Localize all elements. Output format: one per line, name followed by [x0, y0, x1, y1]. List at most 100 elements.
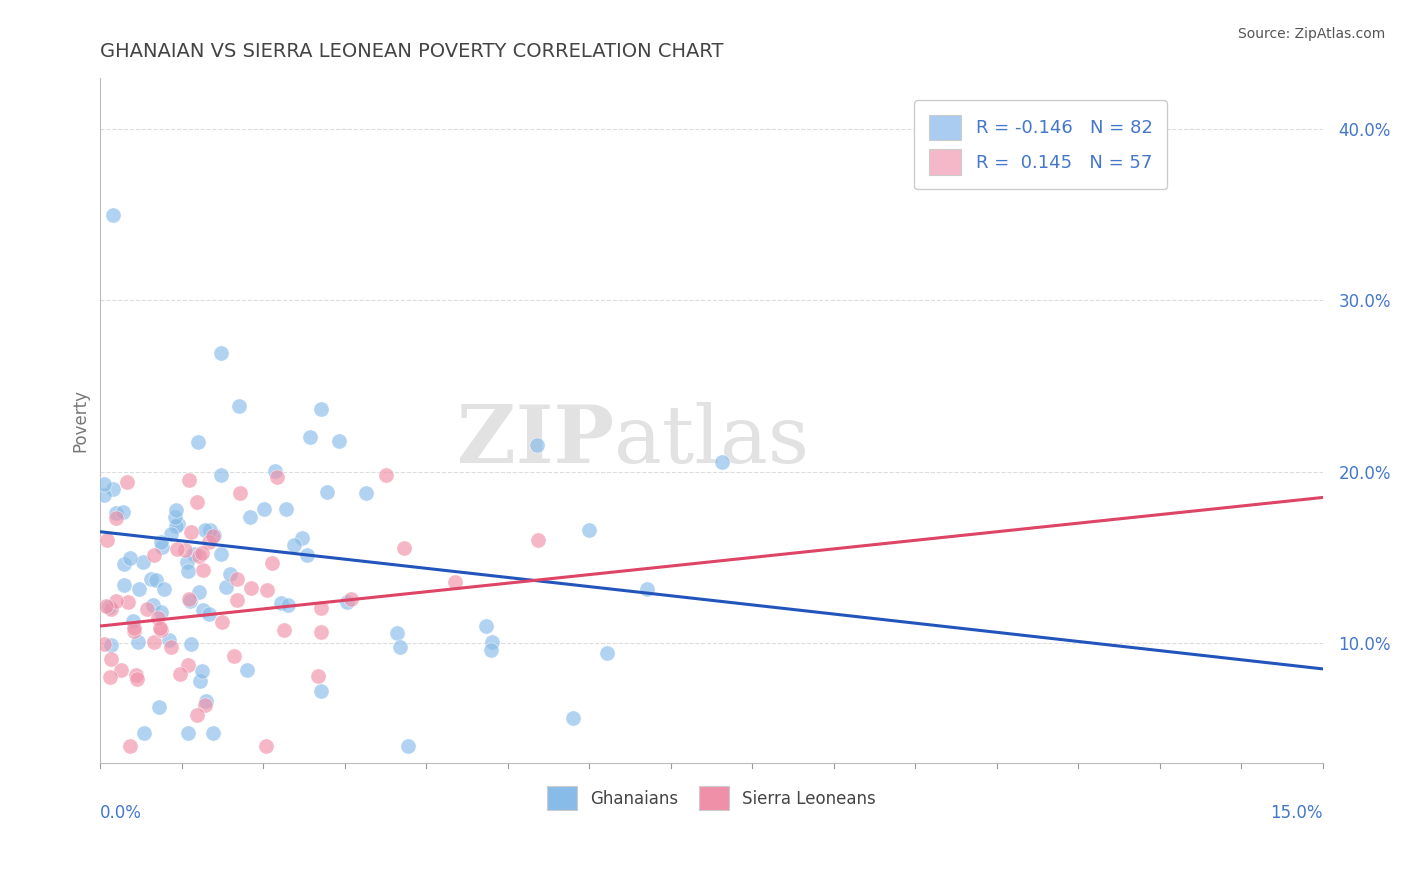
Point [117, 595, 139, 609]
Point [93, 488, 115, 502]
Point [190, 664, 212, 678]
Point [110, 663, 132, 677]
Point [197, 607, 219, 621]
Text: GHANAIAN VS SIERRA LEONEAN POVERTY CORRELATION CHART: GHANAIAN VS SIERRA LEONEAN POVERTY CORRE… [100, 42, 724, 61]
Point [636, 582, 658, 597]
Point [122, 621, 145, 635]
Point [198, 535, 221, 549]
Point [194, 698, 217, 712]
Point [190, 674, 212, 689]
Point [219, 567, 242, 582]
Point [100, 638, 122, 652]
Point [149, 535, 172, 549]
Point [191, 546, 214, 560]
Point [328, 434, 350, 448]
Point [96, 533, 118, 547]
Point [98, 670, 121, 684]
Point [336, 595, 359, 609]
Point [93, 477, 115, 491]
Point [167, 517, 190, 532]
Point [273, 624, 295, 638]
Point [187, 585, 209, 599]
Point [125, 668, 148, 682]
Point [298, 430, 321, 444]
Point [142, 548, 165, 562]
Y-axis label: Poverty: Poverty [72, 389, 89, 452]
Point [526, 438, 548, 452]
Point [215, 580, 238, 594]
Point [283, 538, 305, 552]
Point [254, 739, 277, 753]
Point [100, 601, 122, 615]
Point [177, 592, 200, 607]
Point [101, 482, 124, 496]
Point [527, 533, 550, 547]
Point [596, 646, 619, 660]
Point [191, 602, 214, 616]
Point [354, 485, 377, 500]
Point [256, 583, 278, 598]
Point [186, 495, 208, 509]
Point [264, 464, 287, 478]
Point [121, 614, 143, 628]
Point [274, 502, 297, 516]
Point [146, 611, 169, 625]
Point [142, 598, 165, 612]
Point [145, 573, 167, 587]
Point [176, 555, 198, 569]
Point [160, 527, 183, 541]
Point [270, 596, 292, 610]
Point [479, 642, 502, 657]
Point [394, 541, 416, 555]
Point [188, 549, 211, 564]
Point [396, 739, 419, 753]
Point [118, 551, 141, 566]
Point [200, 523, 222, 537]
Point [150, 540, 173, 554]
Point [202, 726, 225, 740]
Point [191, 563, 214, 577]
Point [209, 468, 232, 483]
Point [209, 547, 232, 561]
Point [150, 624, 173, 638]
Point [339, 591, 361, 606]
Point [177, 657, 200, 672]
Point [309, 624, 332, 639]
Point [187, 435, 209, 450]
Text: atlas: atlas [613, 402, 808, 480]
Point [202, 529, 225, 543]
Point [112, 578, 135, 592]
Text: Source: ZipAtlas.com: Source: ZipAtlas.com [1237, 27, 1385, 41]
Point [389, 640, 412, 654]
Point [100, 651, 122, 665]
Point [309, 401, 332, 416]
Point [141, 573, 163, 587]
Point [149, 605, 172, 619]
Point [103, 208, 125, 222]
Point [309, 684, 332, 698]
Point [122, 624, 145, 638]
Point [112, 558, 135, 572]
Point [112, 505, 135, 519]
Point [127, 634, 149, 648]
Point [578, 523, 600, 537]
Point [180, 637, 202, 651]
Point [235, 663, 257, 677]
Point [475, 619, 498, 633]
Point [211, 615, 233, 630]
Point [385, 626, 408, 640]
Point [186, 708, 208, 723]
Point [222, 648, 245, 663]
Point [104, 594, 127, 608]
Point [132, 726, 155, 740]
Point [177, 473, 200, 487]
Point [209, 346, 232, 360]
Point [163, 510, 186, 524]
Point [260, 556, 283, 570]
Point [266, 470, 288, 484]
Point [105, 506, 128, 520]
Point [225, 572, 247, 586]
Point [239, 581, 262, 595]
Point [229, 485, 252, 500]
Point [444, 574, 467, 589]
